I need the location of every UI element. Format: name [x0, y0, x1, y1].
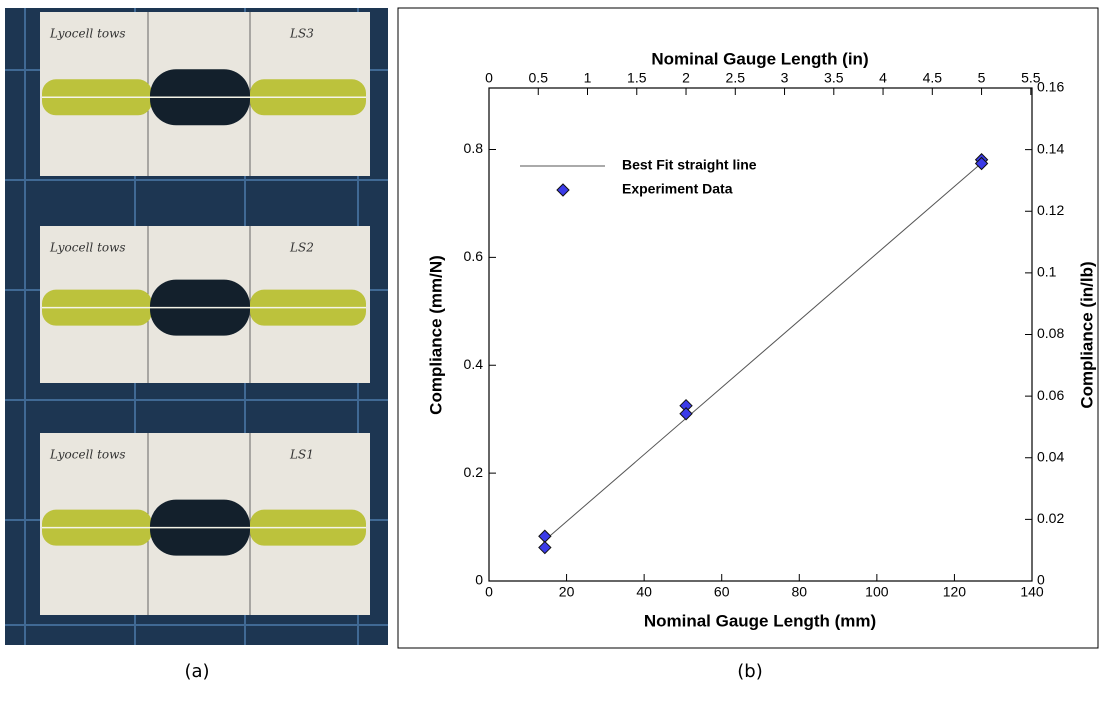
y2-tick-label: 0.1 — [1037, 264, 1057, 280]
y2-tick-label: 0.14 — [1037, 140, 1064, 156]
chart-frame — [397, 7, 1099, 649]
y-tick-label: 0.8 — [464, 140, 484, 156]
y-tick-label: 0.2 — [464, 464, 484, 480]
x-tick-label: 60 — [714, 584, 730, 600]
y2-tick-label: 0.08 — [1037, 325, 1064, 341]
x-tick-label: 20 — [559, 584, 575, 600]
caption: (b) — [737, 661, 762, 682]
y2-tick-label: 0 — [1037, 572, 1045, 588]
x2-axis-title: Nominal Gauge Length (in) — [651, 49, 868, 68]
x2-tick-label: 3.5 — [824, 70, 844, 86]
y-axis-title: Compliance (mm/N) — [426, 255, 445, 415]
x2-tick-label: 3 — [781, 70, 789, 86]
x2-tick-label: 1 — [584, 70, 592, 86]
legend-label: Experiment Data — [622, 181, 733, 197]
x-tick-label: 80 — [791, 584, 807, 600]
photo: Lyocell tows LS3 Lyocell tows LS2 Lyocell to… — [5, 8, 388, 645]
y2-tick-label: 0.16 — [1037, 79, 1064, 95]
caption: (a) — [184, 661, 209, 682]
data-point — [974, 156, 989, 171]
handwritten-label: Lyocell tows — [49, 27, 126, 41]
y2-tick-label: 0.06 — [1037, 387, 1064, 403]
x-axis-title: Nominal Gauge Length (mm) — [644, 611, 876, 630]
handwritten-label: LS3 — [289, 27, 314, 41]
handwritten-label: LS2 — [289, 241, 314, 255]
y2-tick-label: 0.02 — [1037, 510, 1064, 526]
x2-tick-label: 1.5 — [627, 70, 647, 86]
x-tick-label: 140 — [1020, 584, 1044, 600]
data-point — [538, 540, 552, 555]
y2-tick-label: 0.04 — [1037, 448, 1064, 464]
x2-tick-label: 4.5 — [923, 70, 943, 86]
x2-tick-label: 4 — [879, 70, 887, 86]
x2-tick-label: 0 — [485, 70, 493, 86]
x-tick-label: 120 — [943, 584, 967, 600]
fit-line — [542, 162, 982, 543]
y-tick-label: 0 — [475, 572, 483, 588]
y-tick-label: 0.6 — [464, 248, 484, 264]
handwritten-label: LS1 — [289, 448, 314, 462]
x2-tick-label: 5.5 — [1021, 70, 1041, 86]
y2-axis-title: Compliance (in/lb) — [1077, 261, 1096, 408]
y-tick-label: 0.4 — [464, 356, 484, 372]
handwritten-label: Lyocell tows — [49, 448, 126, 462]
handwritten-label: Lyocell tows — [49, 241, 126, 255]
x2-tick-label: 0.5 — [529, 70, 549, 86]
x2-tick-label: 5 — [978, 70, 986, 86]
y2-tick-label: 0.12 — [1037, 202, 1064, 218]
legend-swatch — [556, 183, 570, 197]
x2-tick-label: 2.5 — [726, 70, 746, 86]
x-tick-label: 0 — [485, 584, 493, 600]
x-tick-label: 40 — [636, 584, 652, 600]
x2-tick-label: 2 — [682, 70, 690, 86]
data-point — [679, 407, 693, 421]
x-tick-label: 100 — [865, 584, 889, 600]
legend-label: Best Fit straight line — [622, 157, 757, 173]
